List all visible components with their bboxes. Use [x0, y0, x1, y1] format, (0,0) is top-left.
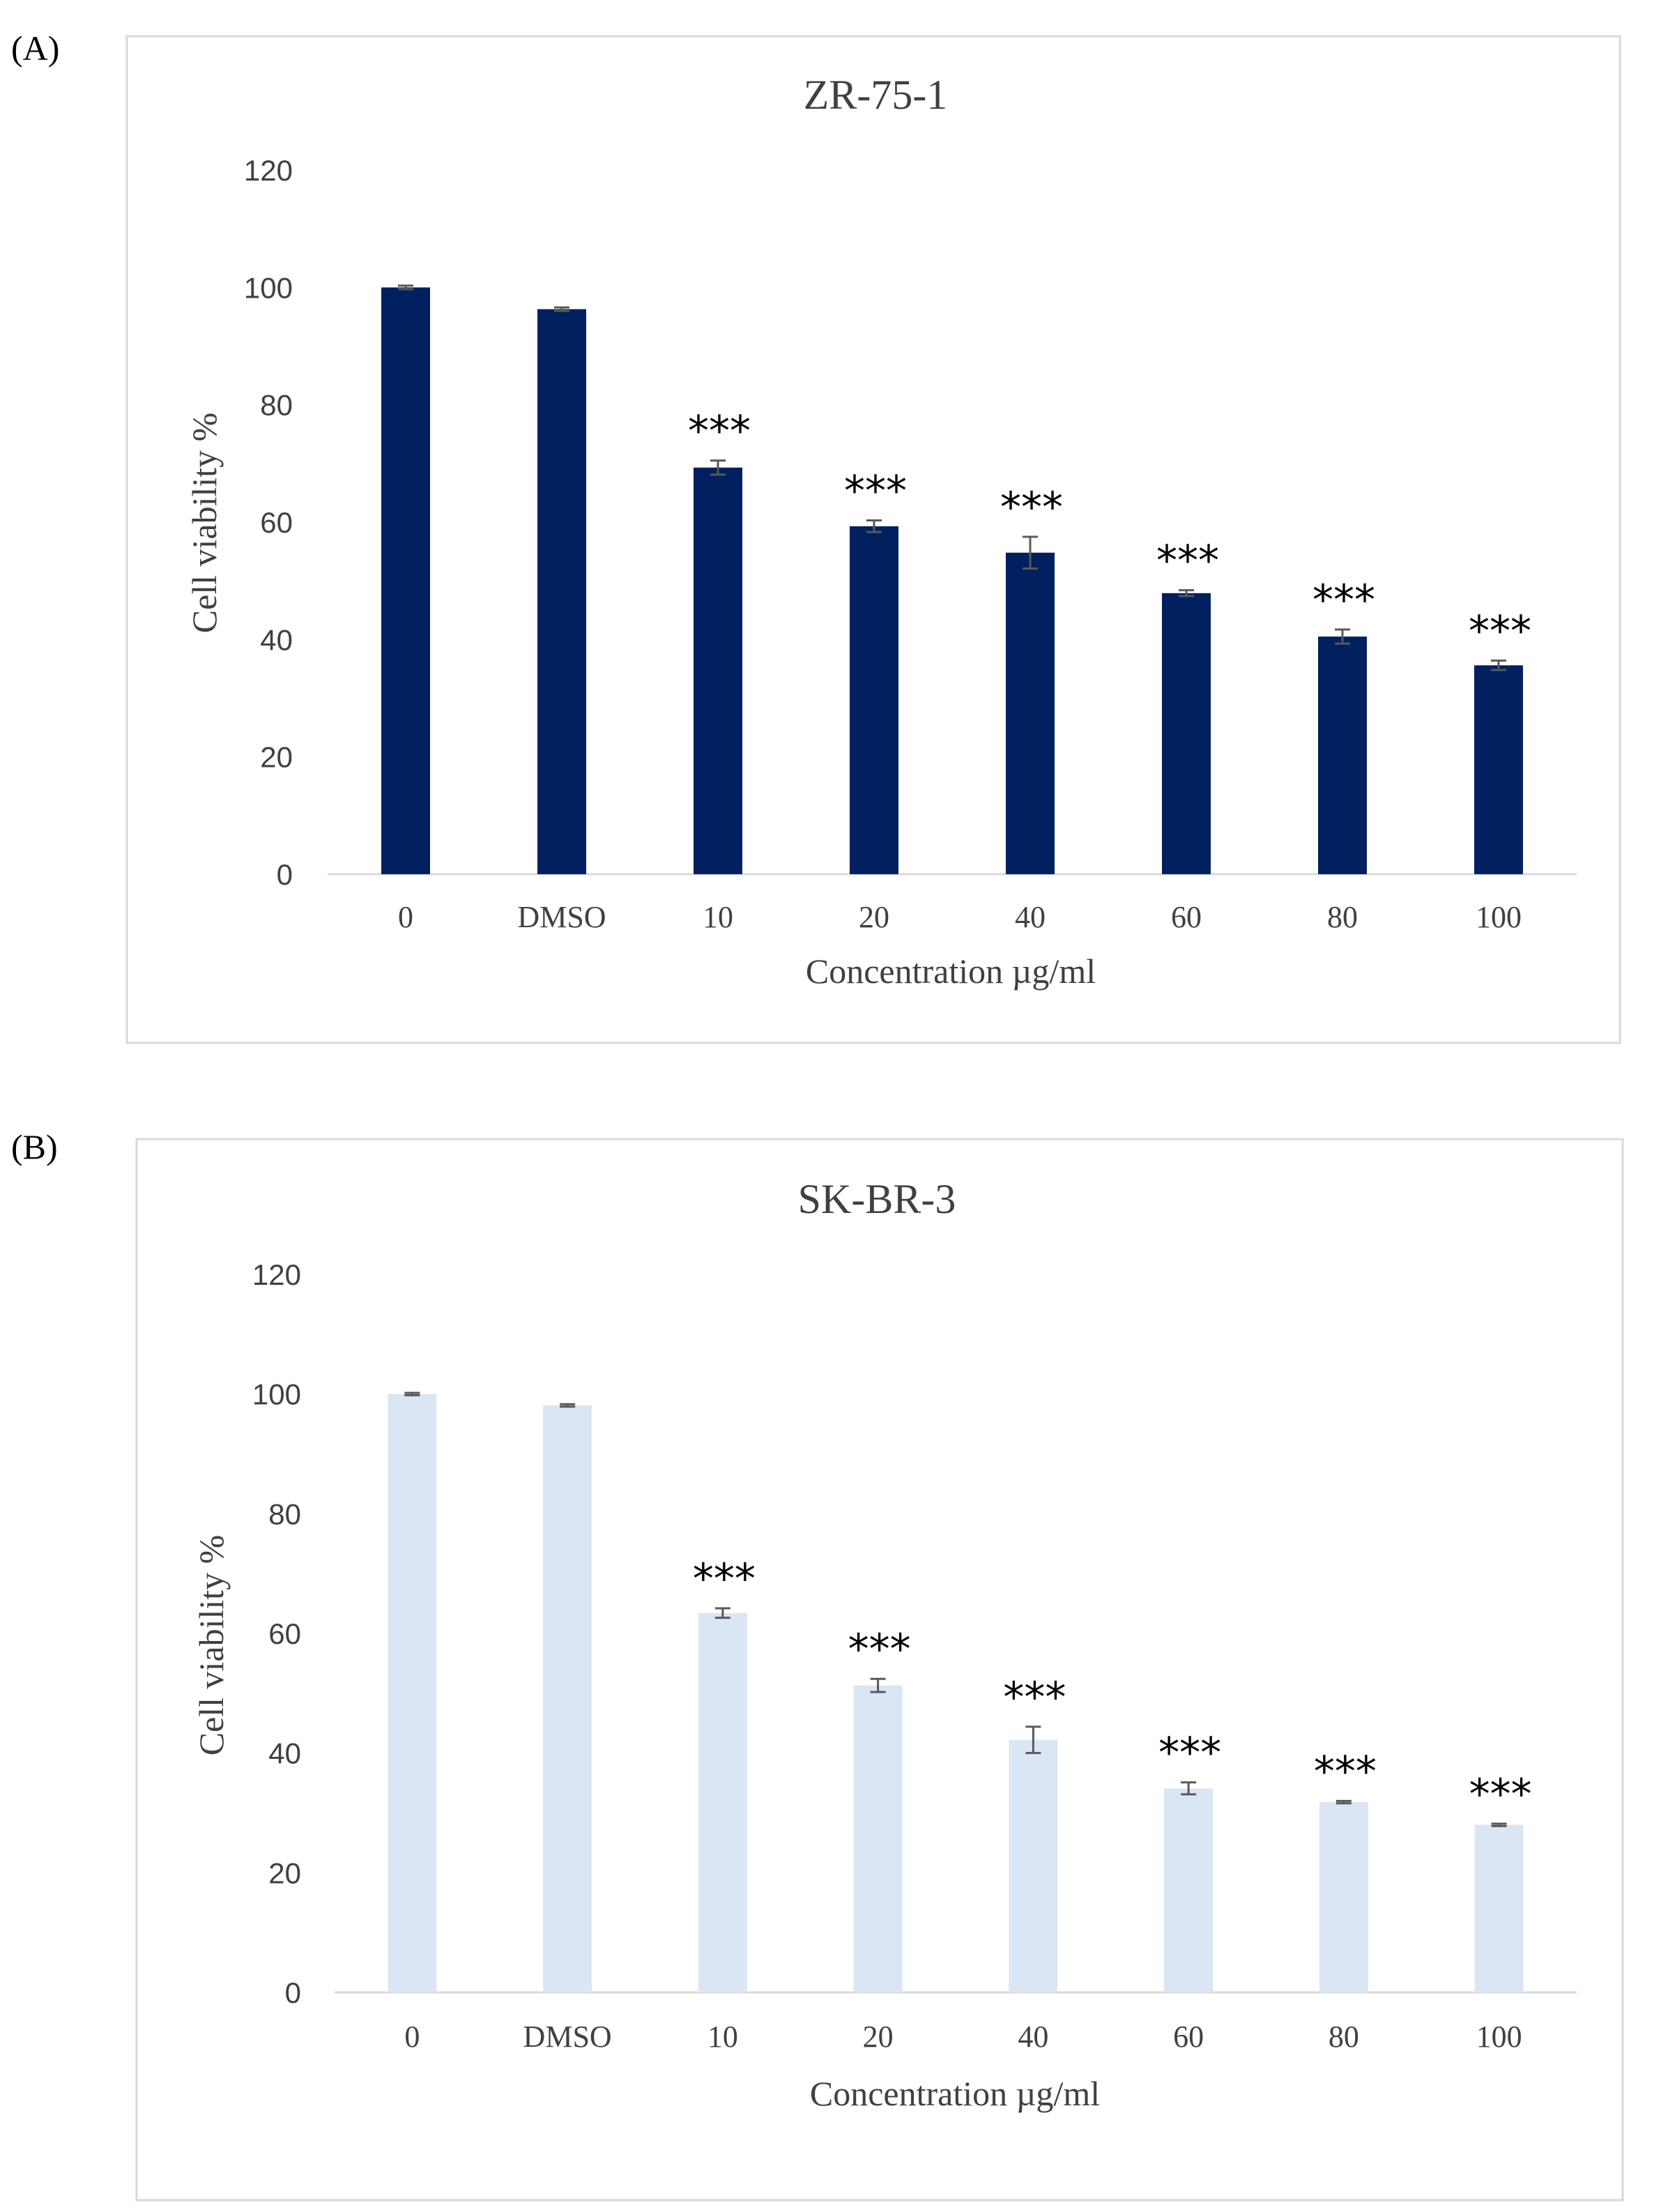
significance-label: ***: [688, 407, 751, 456]
x-tick-label: 0: [404, 2020, 420, 2054]
y-tick-label: 20: [260, 741, 293, 774]
significance-label: ***: [1158, 1729, 1221, 1778]
significance-label: ***: [1312, 576, 1375, 625]
chart-frame: [125, 35, 1621, 1044]
y-tick-label: 40: [268, 1737, 301, 1770]
y-tick-label: 60: [260, 506, 293, 539]
error-bar: [1023, 535, 1038, 570]
bar: [698, 1612, 747, 1992]
bar: [537, 309, 586, 875]
error-bar: [404, 1391, 420, 1396]
error-bar: [870, 1677, 886, 1693]
x-tick-label: DMSO: [523, 2020, 612, 2054]
significance-label: ***: [1003, 1673, 1066, 1722]
panel-label-a: (A): [11, 29, 60, 68]
bar: [1319, 1802, 1368, 1992]
bar: [1164, 1788, 1214, 1992]
y-tick-label: 40: [260, 623, 293, 656]
y-axis-label: Cell viability %: [185, 413, 224, 634]
bar: [694, 467, 742, 874]
y-tick-label: 20: [268, 1856, 301, 1889]
error-bar: [1181, 1781, 1197, 1796]
bar: [853, 1685, 903, 1992]
bar: [381, 287, 430, 874]
x-axis-label: Concentration µg/ml: [806, 952, 1096, 991]
y-tick-label: 100: [252, 1378, 301, 1411]
x-axis-label: Concentration µg/ml: [810, 2074, 1100, 2113]
significance-label: ***: [1469, 1770, 1532, 1819]
y-tick-label: 120: [244, 154, 293, 187]
chart-title: SK-BR-3: [798, 1176, 956, 1222]
error-bar: [554, 306, 569, 312]
bar: [1009, 1739, 1058, 1992]
bar: [543, 1405, 592, 1992]
significance-label: ***: [844, 466, 907, 515]
x-tick-label: DMSO: [517, 900, 606, 934]
error-bar: [1491, 1822, 1507, 1827]
significance-label: ***: [848, 1625, 911, 1674]
y-axis-label: Cell viability %: [192, 1535, 231, 1756]
error-bar: [1335, 1799, 1352, 1805]
bar: [850, 526, 898, 874]
significance-label: ***: [1469, 607, 1531, 656]
y-tick-label: 80: [268, 1497, 301, 1530]
chart-title: ZR-75-1: [804, 72, 948, 118]
x-tick-label: 10: [703, 900, 733, 934]
bar: [1006, 552, 1055, 874]
x-tick-label: 100: [1476, 900, 1522, 934]
chart-zr-75-1: ZR-75-1 0 20 40 60 80 100 120 0 DMSO *** 10 *** 20 ***…: [125, 35, 1621, 1044]
x-tick-label: 40: [1018, 2020, 1048, 2054]
y-tick-label: 60: [268, 1617, 301, 1650]
x-tick-label: 10: [707, 2020, 738, 2054]
x-tick-label: 80: [1329, 2020, 1359, 2054]
x-tick-label: 0: [398, 900, 413, 934]
y-tick-label: 0: [285, 1976, 301, 2009]
x-tick-label: 20: [859, 900, 889, 934]
bar: [1474, 665, 1523, 874]
y-tick-label: 100: [244, 271, 293, 304]
chart-frame: [135, 1138, 1624, 2202]
bar: [388, 1394, 437, 1992]
error-bar: [1491, 659, 1506, 671]
chart-sk-br-3: SK-BR-3 0 20 40 60 80 100 120 0 DMSO *** 10 *** 20 ***…: [135, 1138, 1624, 2202]
significance-label: ***: [1156, 537, 1219, 586]
panel-label-b: (B): [11, 1127, 58, 1166]
x-tick-label: 60: [1171, 900, 1202, 934]
significance-label: ***: [1000, 483, 1063, 532]
bar: [1162, 593, 1211, 874]
x-tick-label: 80: [1327, 900, 1358, 934]
significance-label: ***: [1314, 1747, 1377, 1796]
error-bar: [560, 1403, 576, 1408]
error-bar: [1335, 628, 1350, 645]
error-bar: [714, 1607, 730, 1619]
error-bar: [866, 519, 882, 533]
significance-label: ***: [693, 1555, 756, 1603]
bar: [1474, 1824, 1524, 1992]
x-tick-label: 40: [1015, 900, 1046, 934]
error-bar: [398, 284, 413, 291]
error-bar: [1025, 1725, 1041, 1755]
bar: [1318, 636, 1367, 874]
x-tick-label: 20: [863, 2020, 894, 2054]
x-tick-label: 60: [1173, 2020, 1204, 2054]
error-bar: [1179, 589, 1194, 597]
error-bar: [710, 459, 726, 476]
y-tick-label: 80: [260, 389, 293, 422]
y-tick-label: 120: [252, 1258, 301, 1291]
y-tick-label: 0: [277, 858, 293, 891]
x-tick-label: 100: [1476, 2020, 1522, 2054]
